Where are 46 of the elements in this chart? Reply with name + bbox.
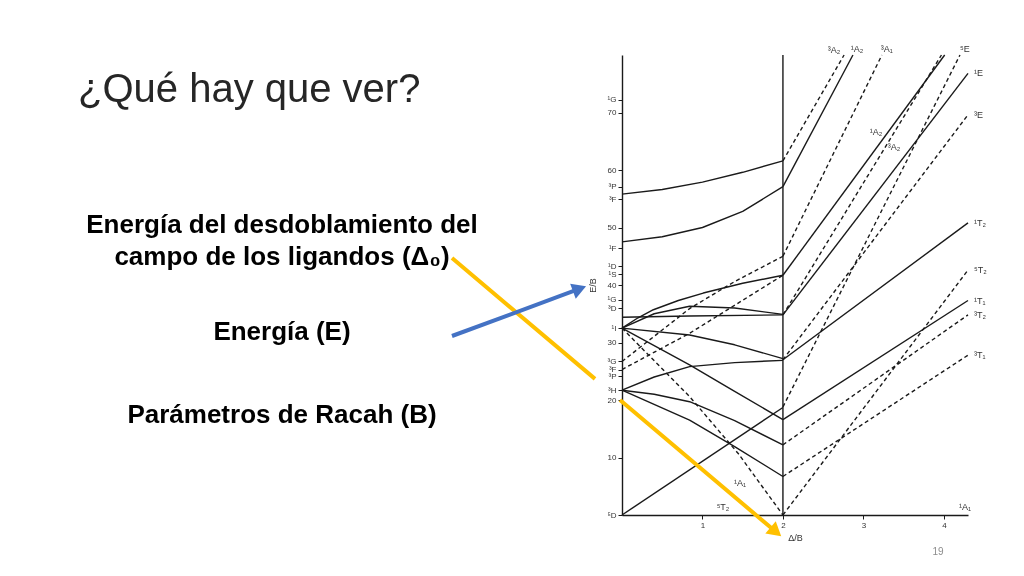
y-tick-label: ¹I bbox=[611, 323, 617, 333]
x-tick-label: 2 bbox=[781, 520, 787, 530]
annotation: ⁵T₂ bbox=[716, 502, 730, 512]
annotation: ³E bbox=[974, 109, 983, 120]
annotation: ³A₂ bbox=[887, 142, 901, 152]
annotation: ¹E bbox=[974, 68, 983, 79]
text: Energía (E) bbox=[213, 316, 351, 346]
y-tick-label: 50 bbox=[607, 223, 618, 232]
annotation: ¹A₂ bbox=[869, 127, 883, 137]
y-tick-label: ³G bbox=[607, 356, 617, 366]
x-tick-label: 3 bbox=[861, 520, 867, 530]
y-tick-label: ¹S bbox=[608, 269, 617, 279]
annotation: ¹A₂ bbox=[850, 44, 864, 54]
y-tick-label: ³D bbox=[608, 303, 617, 313]
y-tick-label: 30 bbox=[607, 338, 618, 347]
annotation: ¹A₁ bbox=[733, 478, 747, 488]
x-tick-label: 4 bbox=[942, 520, 948, 530]
annotation: ³T₁ bbox=[974, 350, 986, 361]
annotation: ⁵E bbox=[959, 44, 970, 54]
y-tick-label: ¹F bbox=[608, 243, 617, 253]
x-tick-label: 1 bbox=[700, 520, 706, 530]
y-tick-label: ¹G bbox=[607, 295, 617, 305]
y-tick-label: ³P bbox=[608, 182, 617, 192]
annotation: ³T₂ bbox=[974, 309, 987, 320]
y-tick-label: ³F bbox=[608, 194, 617, 204]
annotation: ¹T₁ bbox=[974, 295, 986, 306]
annotation: ⁵T₂ bbox=[974, 265, 988, 276]
y-tick-label: 40 bbox=[607, 280, 618, 290]
text: ³A₂ bbox=[827, 45, 841, 55]
y-tick-label: 70 bbox=[607, 108, 618, 117]
annotation: ¹T₂ bbox=[974, 217, 987, 228]
y-tick-label: 20 bbox=[607, 395, 618, 405]
y-axis-title: E/B bbox=[587, 278, 598, 293]
text: Energía del desdoblamiento del campo de los ligandos (Δ₀) bbox=[86, 209, 478, 271]
annotation: ³A₁ bbox=[880, 44, 893, 54]
annotation: ¹A₁ bbox=[958, 502, 972, 512]
y-tick-label: 10 bbox=[607, 453, 618, 462]
x-axis-title: Δ/B bbox=[788, 532, 803, 543]
text: 19 bbox=[932, 546, 944, 557]
y-tick-label: ¹D bbox=[608, 261, 617, 271]
y-tick-label: ⁵D bbox=[607, 510, 617, 520]
y-tick-label: 60 bbox=[607, 165, 618, 175]
text: Parámetros de Racah (B) bbox=[127, 399, 437, 429]
text: ¿Qué hay que ver? bbox=[78, 66, 421, 110]
y-tick-label: ¹G bbox=[607, 95, 617, 105]
y-tick-label: ³H bbox=[608, 385, 617, 395]
